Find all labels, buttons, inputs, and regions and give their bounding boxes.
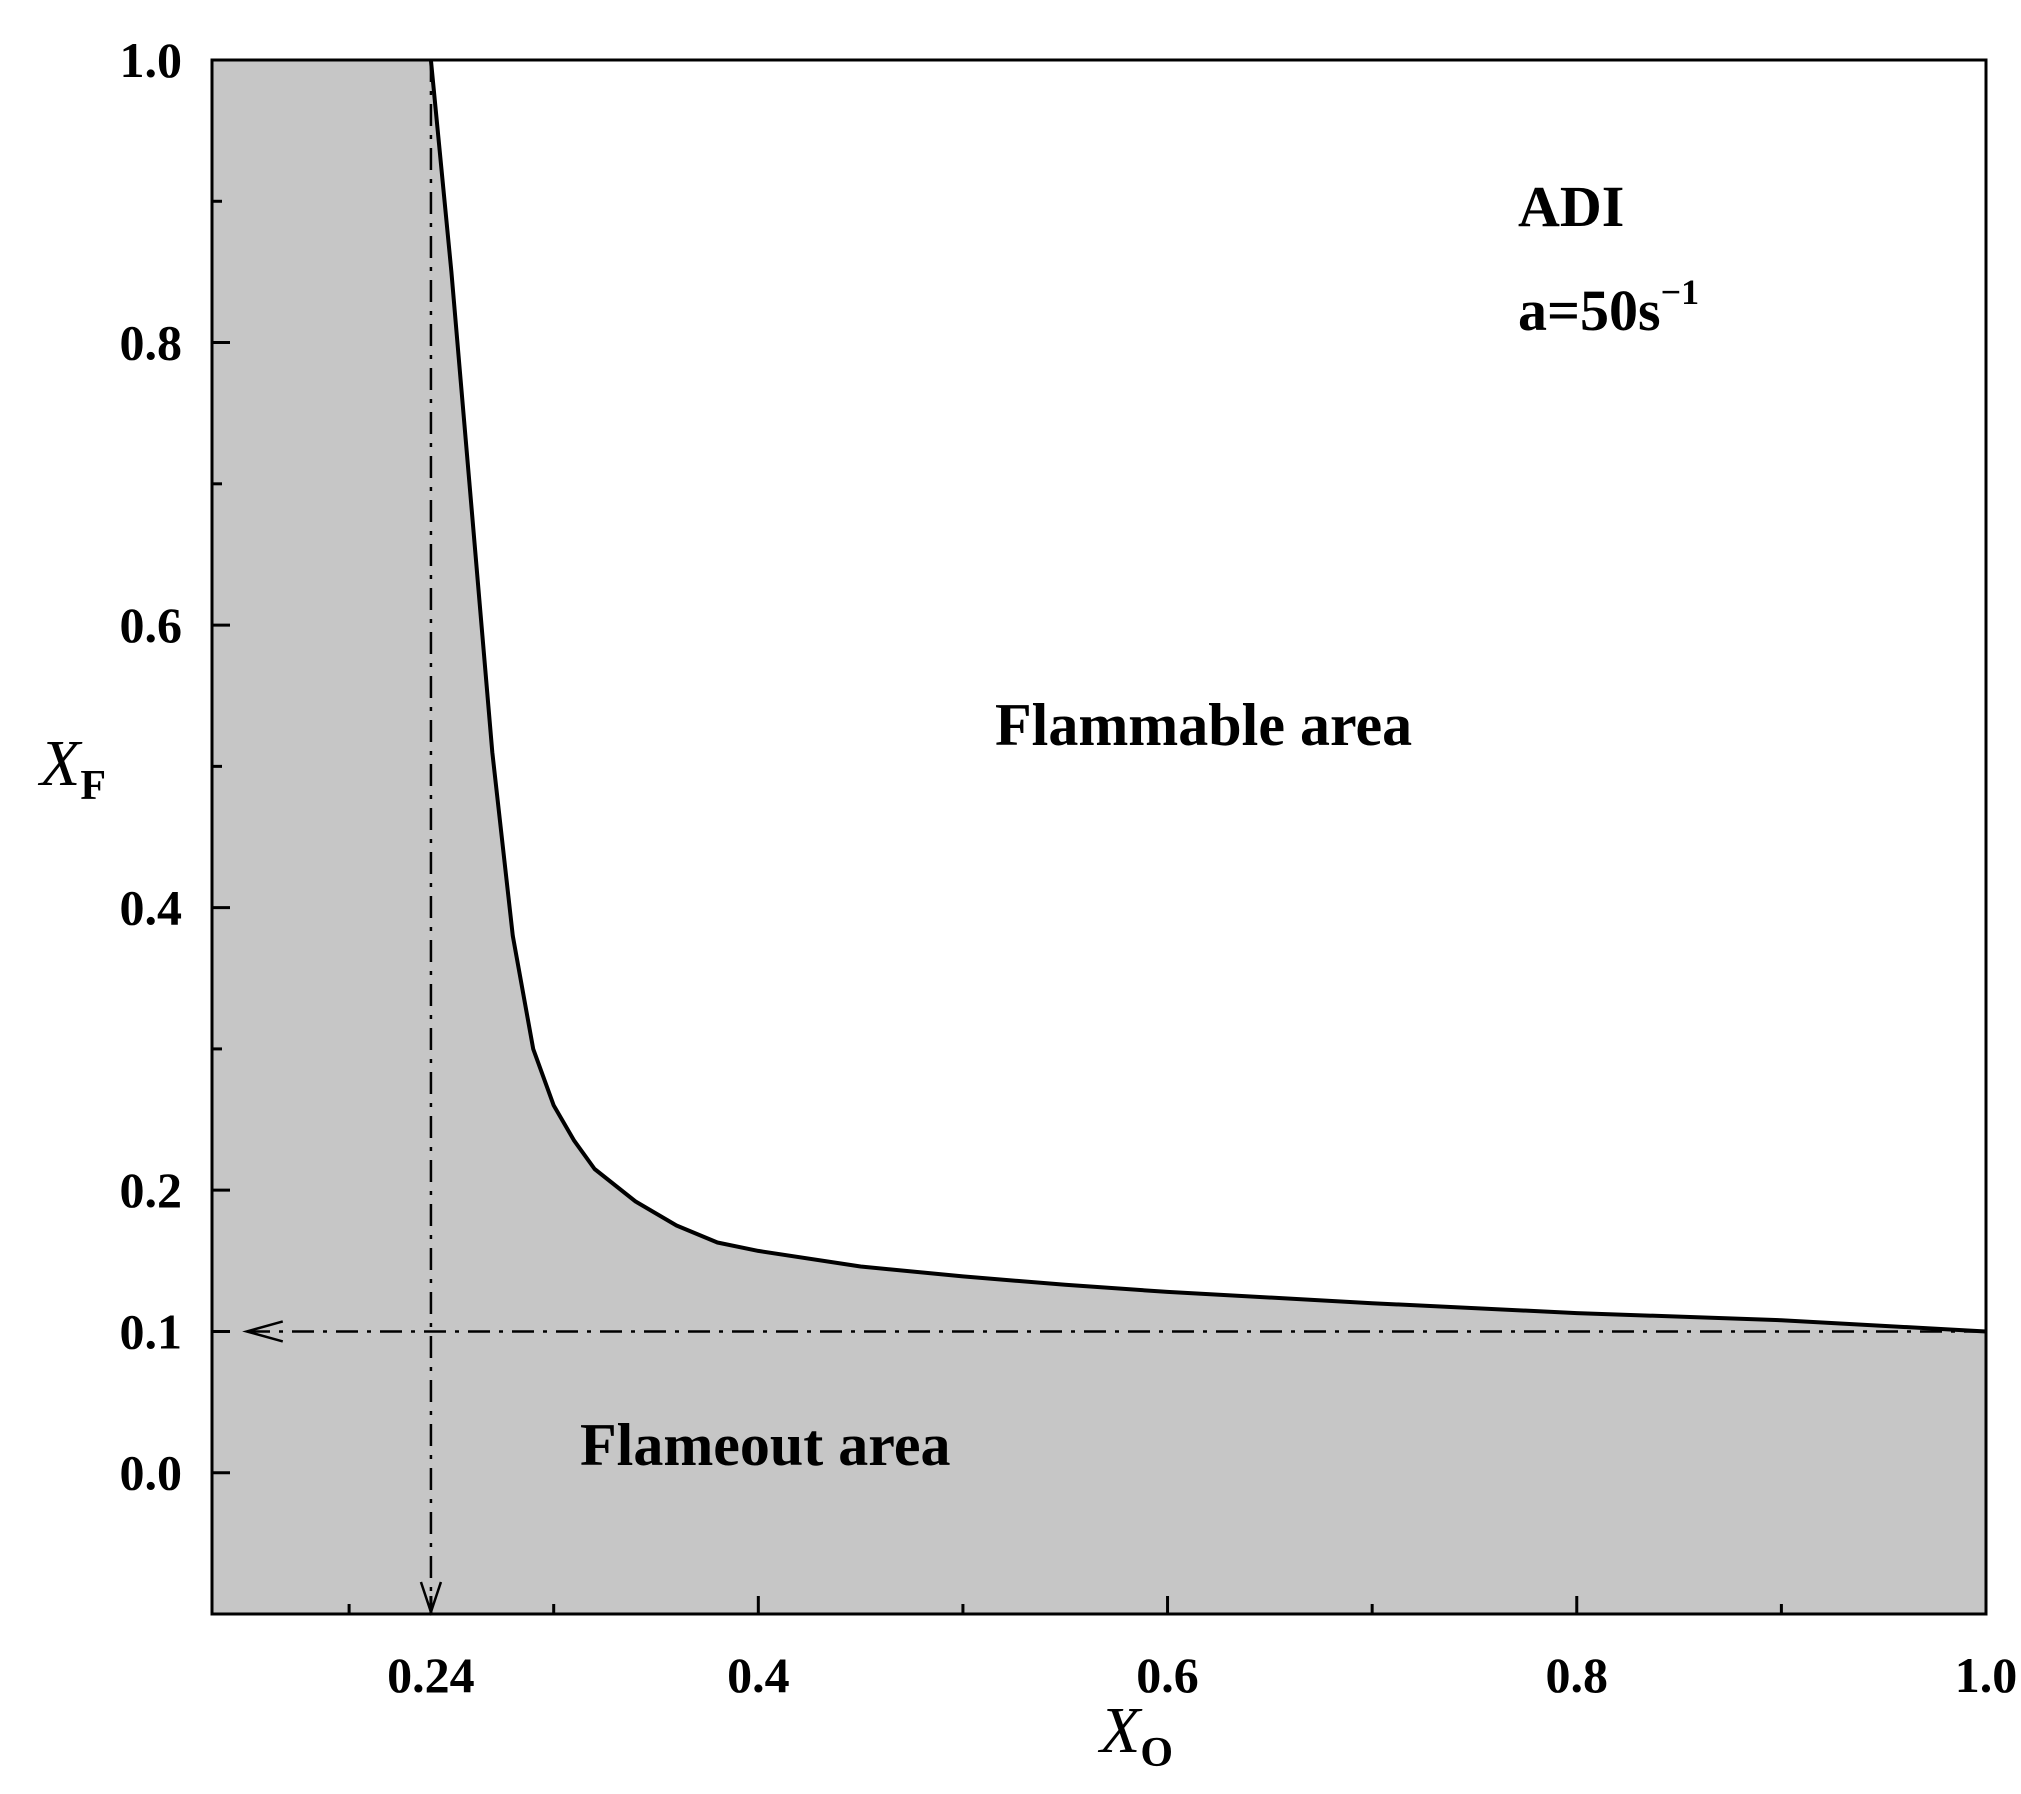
annotation-strain-rate-exponent: −1: [1661, 272, 1700, 312]
y-axis-title-var: X: [37, 727, 83, 800]
x-axis-title: XO: [1097, 1694, 1173, 1776]
x-tick-label: 0.8: [1546, 1647, 1609, 1703]
reference-arrow-left: [242, 1320, 284, 1343]
y-tick-label: 0.2: [120, 1162, 183, 1218]
flammability-limit-curve: [428, 59, 1987, 1334]
flammable-area-label: Flammable area: [995, 692, 1412, 758]
y-tick-label: 0.0: [120, 1445, 183, 1501]
annotation-strain-rate-base: a=50s: [1518, 278, 1661, 343]
axes-frame: [210, 58, 1988, 1616]
x-tick-label: 0.24: [387, 1647, 475, 1703]
x-tick-label: 0.6: [1136, 1647, 1199, 1703]
y-tick-label: 1.0: [120, 32, 183, 88]
annotation-model: ADI: [1518, 174, 1624, 239]
y-tick-label: 0.1: [120, 1303, 183, 1359]
y-tick-label: 0.4: [120, 880, 183, 936]
flameout-area-label: Flameout area: [580, 1412, 950, 1478]
x-tick-label: 0.4: [727, 1647, 790, 1703]
x-axis-title-sub: O: [1140, 1730, 1173, 1776]
y-axis-title-sub: F: [80, 763, 106, 809]
y-tick-label: 0.8: [120, 315, 183, 371]
x-axis-title-var: X: [1097, 1694, 1143, 1767]
x-tick-label: 1.0: [1955, 1647, 2018, 1703]
y-tick-label: 0.6: [120, 597, 183, 653]
annotation-strain-rate: a=50s−1: [1518, 272, 1699, 343]
y-axis-title: XF: [37, 727, 106, 809]
plot-area: [212, 59, 1987, 1614]
axes: 0.24 0.4 0.6 0.8 1.0 0.0 0.1 0.2 0.4 0.6 0.8 1.0: [120, 32, 2018, 1703]
flameout-region-fill: [212, 60, 1986, 1614]
